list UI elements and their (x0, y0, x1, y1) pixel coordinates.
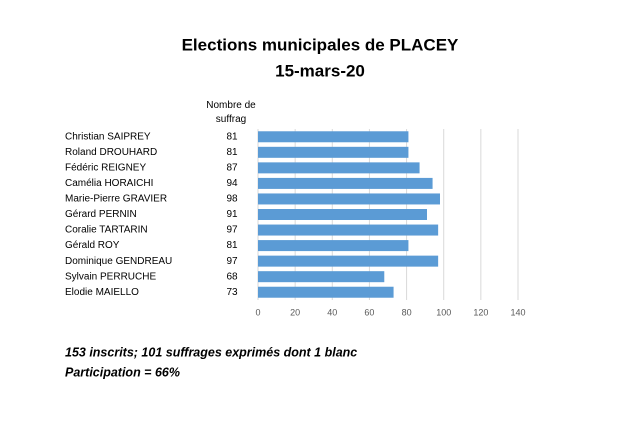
candidate-name: Roland DROUHARD (65, 147, 157, 158)
bar (258, 131, 409, 143)
value-label: 68 (226, 271, 238, 282)
candidate-name: Camélia HORAICHI (65, 178, 153, 189)
candidate-name: Coralie TARTARIN (65, 225, 148, 236)
chart-title: Elections municipales de PLACEY (182, 35, 459, 54)
x-tick-label: 40 (327, 307, 337, 317)
x-tick-label: 0 (255, 307, 260, 317)
bar (258, 224, 439, 236)
x-tick-label: 100 (436, 307, 451, 317)
value-label: 73 (226, 287, 238, 298)
bar (258, 193, 440, 205)
bar (258, 286, 394, 298)
candidate-name: Fédéric REIGNEY (65, 163, 146, 174)
value-label: 97 (226, 256, 238, 267)
candidate-name: Gérard PERNIN (65, 209, 137, 220)
value-label: 91 (226, 209, 238, 220)
value-label: 87 (226, 163, 238, 174)
value-label: 98 (226, 194, 238, 205)
value-label: 81 (226, 147, 238, 158)
chart-subtitle: 15-mars-20 (275, 61, 365, 80)
bar (258, 209, 427, 220)
bar (258, 177, 433, 189)
candidate-name: Sylvain PERRUCHE (65, 271, 156, 282)
bar (258, 240, 409, 252)
bar (258, 162, 420, 174)
bar (258, 146, 409, 158)
bar (258, 271, 385, 283)
value-label: 97 (226, 225, 238, 236)
candidate-name: Gérald ROY (65, 240, 120, 251)
x-tick-label: 80 (402, 307, 412, 317)
candidate-name: Marie-Pierre GRAVIER (65, 194, 167, 205)
candidate-name: Elodie MAIELLO (65, 287, 139, 298)
x-tick-label: 120 (473, 307, 488, 317)
value-header: Nombre de suffrag (206, 100, 256, 125)
bar (258, 255, 439, 267)
candidate-name: Dominique GENDREAU (65, 256, 172, 267)
value-label: 94 (226, 178, 238, 189)
candidate-name: Christian SAIPREY (65, 131, 151, 142)
x-tick-label: 20 (290, 307, 300, 317)
annotation: 153 inscrits; 101 suffrages exprimés don… (65, 345, 357, 359)
x-tick-label: 140 (510, 307, 525, 317)
x-tick-label: 60 (364, 307, 374, 317)
value-label: 81 (226, 240, 238, 251)
annotation: Participation = 66% (65, 365, 180, 379)
value-label: 81 (226, 131, 238, 142)
